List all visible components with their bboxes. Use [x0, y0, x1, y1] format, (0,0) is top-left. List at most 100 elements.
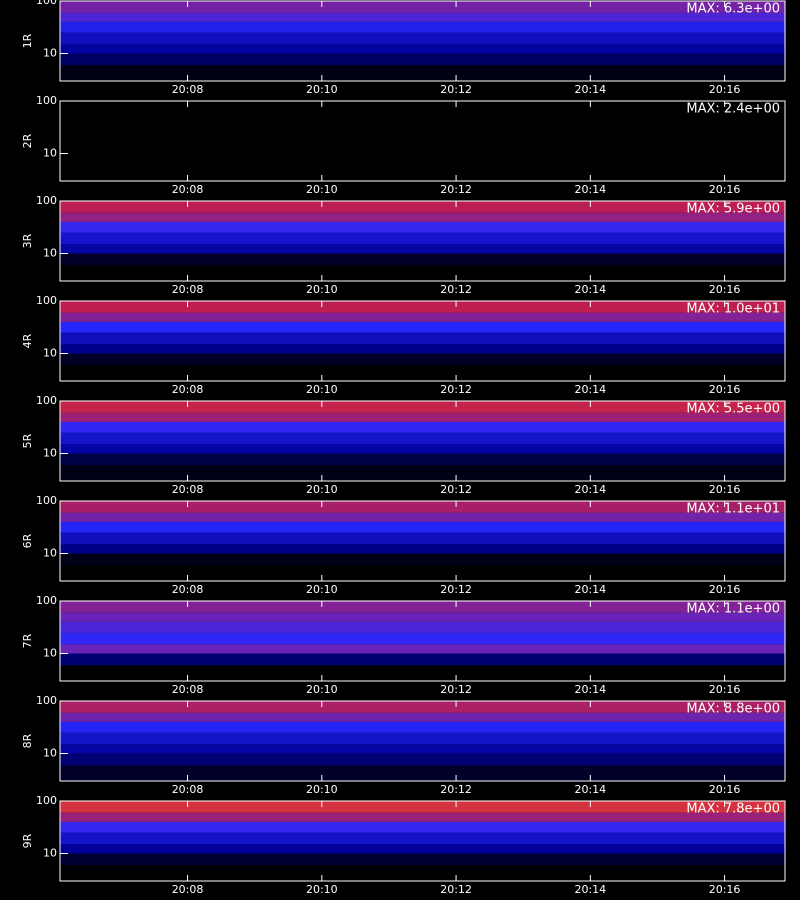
heat-band	[60, 221, 785, 233]
x-tick-label: 20:16	[709, 683, 741, 696]
heat-band	[60, 44, 785, 54]
max-label: MAX: 2.4e+00	[686, 102, 780, 117]
max-label: MAX: 5.5e+00	[686, 402, 780, 417]
max-label: MAX: 1.1e+00	[686, 602, 780, 617]
y-tick-label: 100	[36, 294, 57, 307]
plot-frame	[59, 600, 786, 682]
x-tick-label: 20:08	[172, 283, 204, 296]
heat-band	[60, 644, 785, 654]
y-axis-label: 3R	[21, 233, 34, 248]
heat-band	[60, 712, 785, 722]
heat-band	[60, 621, 785, 633]
heat-band	[60, 65, 785, 81]
heat-band	[60, 101, 785, 113]
heat-band	[60, 732, 785, 745]
max-label: MAX: 1.1e+01	[686, 502, 780, 517]
y-tick-label: 100	[36, 94, 57, 107]
heat-band	[60, 521, 785, 533]
y-tick-label: 100	[36, 794, 57, 807]
y-tick-label: 10	[43, 547, 57, 560]
x-tick-label: 20:10	[306, 783, 338, 796]
max-label: MAX: 7.8e+00	[686, 802, 780, 817]
x-tick-label: 20:10	[306, 383, 338, 396]
x-tick-label: 20:16	[709, 583, 741, 596]
x-tick-label: 20:10	[306, 83, 338, 96]
heat-band	[60, 53, 785, 66]
heat-band	[60, 132, 785, 145]
y-tick-label: 100	[36, 694, 57, 707]
heat-band	[60, 232, 785, 245]
heat-band	[60, 653, 785, 666]
heat-band	[60, 265, 785, 281]
heat-band	[60, 753, 785, 766]
heat-band	[60, 465, 785, 481]
x-tick-label: 20:08	[172, 883, 204, 896]
heat-band	[60, 165, 785, 181]
heat-band	[60, 12, 785, 22]
x-tick-label: 20:14	[574, 883, 606, 896]
heat-band	[60, 401, 785, 413]
heat-band	[60, 812, 785, 822]
max-label: MAX: 8.8e+00	[686, 702, 780, 717]
y-tick-label: 100	[36, 594, 57, 607]
plot-frame	[59, 500, 786, 582]
heat-band	[60, 432, 785, 445]
heat-band	[60, 353, 785, 366]
heat-band	[60, 21, 785, 33]
x-tick-label: 20:14	[574, 483, 606, 496]
heat-band	[60, 444, 785, 454]
y-axis-label: 8R	[21, 733, 34, 748]
heat-band	[60, 612, 785, 622]
heat-band	[60, 153, 785, 166]
x-tick-label: 20:14	[574, 83, 606, 96]
x-tick-label: 20:14	[574, 183, 606, 196]
x-tick-label: 20:12	[440, 83, 472, 96]
heat-band	[60, 501, 785, 513]
heat-band	[60, 344, 785, 354]
heat-band	[60, 744, 785, 754]
x-tick-label: 20:12	[440, 783, 472, 796]
heat-band	[60, 421, 785, 433]
max-label: MAX: 1.0e+01	[686, 302, 780, 317]
heat-band	[60, 453, 785, 466]
heat-band	[60, 865, 785, 881]
x-tick-label: 20:08	[172, 83, 204, 96]
y-tick-label: 10	[43, 747, 57, 760]
x-tick-label: 20:08	[172, 183, 204, 196]
x-tick-label: 20:12	[440, 383, 472, 396]
x-tick-label: 20:08	[172, 383, 204, 396]
heat-band	[60, 844, 785, 854]
heat-band	[60, 544, 785, 554]
y-tick-label: 100	[36, 194, 57, 207]
y-axis-label: 2R	[21, 133, 34, 148]
x-tick-label: 20:12	[440, 183, 472, 196]
x-tick-label: 20:10	[306, 183, 338, 196]
y-axis-label: 4R	[21, 333, 34, 348]
heat-band	[60, 301, 785, 313]
max-label: MAX: 5.9e+00	[686, 202, 780, 217]
x-tick-label: 20:16	[709, 483, 741, 496]
heat-band	[60, 312, 785, 322]
x-tick-label: 20:16	[709, 83, 741, 96]
heat-band	[60, 321, 785, 333]
heat-band	[60, 201, 785, 213]
heat-band	[60, 821, 785, 833]
x-tick-label: 20:12	[440, 583, 472, 596]
y-axis-label: 7R	[21, 633, 34, 648]
heat-band	[60, 144, 785, 154]
x-tick-label: 20:10	[306, 683, 338, 696]
y-axis-label: 5R	[21, 433, 34, 448]
x-tick-label: 20:14	[574, 783, 606, 796]
plot-frame	[59, 700, 786, 782]
heat-band	[60, 601, 785, 613]
x-tick-label: 20:10	[306, 483, 338, 496]
plot-frame	[59, 400, 786, 482]
y-axis-label: 9R	[21, 833, 34, 848]
x-tick-label: 20:16	[709, 283, 741, 296]
y-tick-label: 100	[36, 0, 57, 7]
y-axis-label: 6R	[21, 533, 34, 548]
y-tick-label: 10	[43, 247, 57, 260]
y-tick-label: 100	[36, 394, 57, 407]
